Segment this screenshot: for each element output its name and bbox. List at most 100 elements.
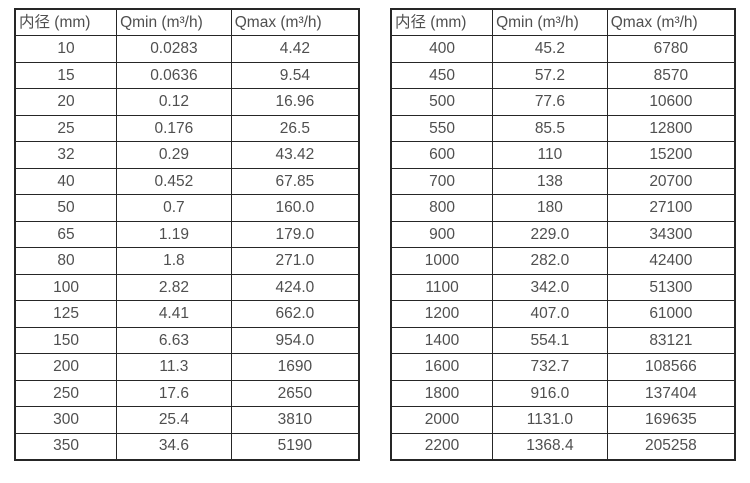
header-inner-diameter: 内径 (mm) (390, 8, 494, 36)
table-cell: 11.3 (116, 353, 232, 381)
table-row: 400 45.2 6780 (390, 35, 736, 63)
table-cell: 10600 (606, 88, 736, 116)
table-cell: 1368.4 (492, 432, 608, 460)
table-row: 1600 732.7 108566 (390, 353, 736, 381)
header-qmax: Qmax (m³/h) (230, 8, 360, 36)
table-cell: 900 (390, 220, 494, 248)
table-cell: 5190 (230, 432, 360, 460)
table-row: 1100 342.0 51300 (390, 273, 736, 301)
table-row: 125 4.41 662.0 (14, 300, 360, 328)
table-cell: 1800 (390, 379, 494, 407)
table-cell: 550 (390, 114, 494, 142)
table-cell: 1100 (390, 273, 494, 301)
table-cell: 42400 (606, 247, 736, 275)
table-row: 1200 407.0 61000 (390, 300, 736, 328)
table-row: 50 0.7 160.0 (14, 194, 360, 222)
table-cell: 300 (14, 406, 118, 434)
table-row: 250 17.6 2650 (14, 379, 360, 407)
table-row: 25 0.176 26.5 (14, 114, 360, 142)
table-row: 40 0.452 67.85 (14, 167, 360, 195)
table-cell: 282.0 (492, 247, 608, 275)
flow-table-large-diameters: 内径 (mm) Qmin (m³/h) Qmax (m³/h) 400 45.2 6… (390, 8, 736, 461)
table-cell: 85.5 (492, 114, 608, 142)
table-cell: 554.1 (492, 326, 608, 354)
table-cell: 1200 (390, 300, 494, 328)
table-cell: 16.96 (230, 88, 360, 116)
table-cell: 954.0 (230, 326, 360, 354)
table-cell: 50 (14, 194, 118, 222)
header-qmin: Qmin (m³/h) (116, 8, 232, 36)
table-cell: 34300 (606, 220, 736, 248)
table-cell: 0.7 (116, 194, 232, 222)
table-cell: 1131.0 (492, 406, 608, 434)
table-cell: 2650 (230, 379, 360, 407)
table-cell: 57.2 (492, 61, 608, 89)
table-header-row: 内径 (mm) Qmin (m³/h) Qmax (m³/h) (390, 8, 736, 36)
table-cell: 2200 (390, 432, 494, 460)
header-qmin: Qmin (m³/h) (492, 8, 608, 36)
table-cell: 0.452 (116, 167, 232, 195)
table-row: 2200 1368.4 205258 (390, 432, 736, 460)
table-row: 450 57.2 8570 (390, 61, 736, 89)
table-row: 150 6.63 954.0 (14, 326, 360, 354)
table-cell: 342.0 (492, 273, 608, 301)
table-cell: 407.0 (492, 300, 608, 328)
table-cell: 1.19 (116, 220, 232, 248)
table-cell: 600 (390, 141, 494, 169)
table-cell: 108566 (606, 353, 736, 381)
table-body: 400 45.2 6780 450 57.2 8570 500 77.6 10600 550 85.… (390, 35, 736, 460)
table-cell: 1400 (390, 326, 494, 354)
table-row: 1400 554.1 83121 (390, 326, 736, 354)
table-body: 10 0.0283 4.42 15 0.0636 9.54 20 0.12 16.96 25 0.1… (14, 35, 360, 460)
table-cell: 45.2 (492, 35, 608, 63)
table-cell: 0.176 (116, 114, 232, 142)
table-cell: 4.42 (230, 35, 360, 63)
table-cell: 137404 (606, 379, 736, 407)
table-cell: 500 (390, 88, 494, 116)
table-cell: 43.42 (230, 141, 360, 169)
table-cell: 32 (14, 141, 118, 169)
table-cell: 169635 (606, 406, 736, 434)
table-cell: 662.0 (230, 300, 360, 328)
table-row: 80 1.8 271.0 (14, 247, 360, 275)
table-cell: 110 (492, 141, 608, 169)
table-cell: 450 (390, 61, 494, 89)
table-cell: 6780 (606, 35, 736, 63)
table-row: 10 0.0283 4.42 (14, 35, 360, 63)
table-cell: 125 (14, 300, 118, 328)
table-cell: 15200 (606, 141, 736, 169)
table-cell: 0.29 (116, 141, 232, 169)
table-row: 300 25.4 3810 (14, 406, 360, 434)
table-cell: 160.0 (230, 194, 360, 222)
table-cell: 65 (14, 220, 118, 248)
table-row: 100 2.82 424.0 (14, 273, 360, 301)
header-inner-diameter: 内径 (mm) (14, 8, 118, 36)
table-cell: 205258 (606, 432, 736, 460)
table-cell: 25 (14, 114, 118, 142)
table-cell: 20 (14, 88, 118, 116)
table-row: 1800 916.0 137404 (390, 379, 736, 407)
flow-table-small-diameters: 内径 (mm) Qmin (m³/h) Qmax (m³/h) 10 0.0283… (14, 8, 360, 461)
table-cell: 77.6 (492, 88, 608, 116)
table-cell: 2000 (390, 406, 494, 434)
table-cell: 250 (14, 379, 118, 407)
table-cell: 10 (14, 35, 118, 63)
table-row: 600 110 15200 (390, 141, 736, 169)
table-cell: 0.12 (116, 88, 232, 116)
table-cell: 150 (14, 326, 118, 354)
table-cell: 0.0283 (116, 35, 232, 63)
table-cell: 26.5 (230, 114, 360, 142)
table-row: 550 85.5 12800 (390, 114, 736, 142)
table-cell: 34.6 (116, 432, 232, 460)
table-row: 15 0.0636 9.54 (14, 61, 360, 89)
table-cell: 6.63 (116, 326, 232, 354)
table-row: 1000 282.0 42400 (390, 247, 736, 275)
table-cell: 138 (492, 167, 608, 195)
table-cell: 424.0 (230, 273, 360, 301)
table-cell: 1.8 (116, 247, 232, 275)
table-cell: 400 (390, 35, 494, 63)
table-cell: 271.0 (230, 247, 360, 275)
table-cell: 12800 (606, 114, 736, 142)
table-cell: 1600 (390, 353, 494, 381)
